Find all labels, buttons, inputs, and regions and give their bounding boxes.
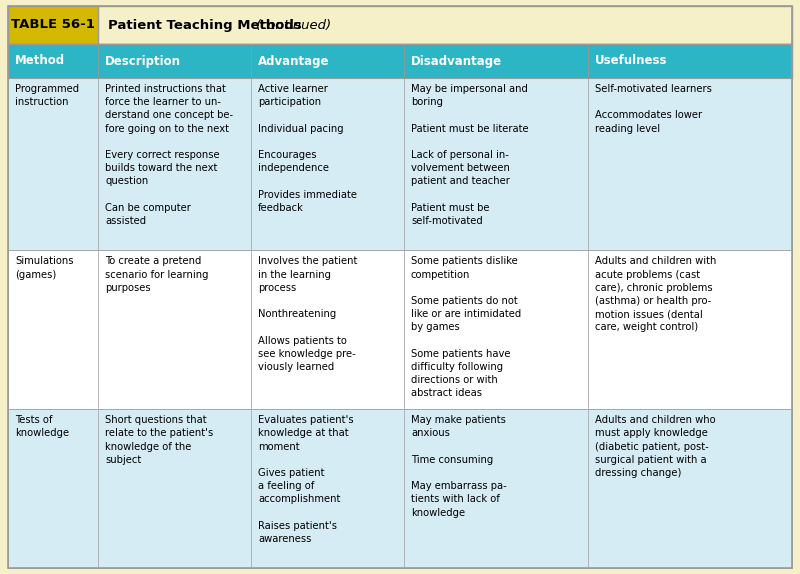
Text: TABLE 56-1: TABLE 56-1 <box>11 18 95 32</box>
Text: May be impersonal and
boring

Patient must be literate

Lack of personal in-
vol: May be impersonal and boring Patient mus… <box>411 84 529 226</box>
FancyBboxPatch shape <box>8 409 792 568</box>
Text: Description: Description <box>105 55 181 68</box>
FancyBboxPatch shape <box>8 78 792 250</box>
FancyBboxPatch shape <box>8 6 792 44</box>
Text: Printed instructions that
force the learner to un-
derstand one concept be-
fore: Printed instructions that force the lear… <box>105 84 234 226</box>
Text: Involves the patient
in the learning
process

Nonthreatening

Allows patients to: Involves the patient in the learning pro… <box>258 257 358 372</box>
Text: Adults and children with
acute problems (cast
care), chronic problems
(asthma) o: Adults and children with acute problems … <box>595 257 717 332</box>
Text: To create a pretend
scenario for learning
purposes: To create a pretend scenario for learnin… <box>105 257 209 293</box>
Text: Method: Method <box>15 55 65 68</box>
Text: Active learner
participation

Individual pacing

Encourages
independence

Provid: Active learner participation Individual … <box>258 84 357 213</box>
FancyBboxPatch shape <box>8 6 98 44</box>
Text: Tests of
knowledge: Tests of knowledge <box>15 415 69 439</box>
Text: May make patients
anxious

Time consuming

May embarrass pa-
tients with lack of: May make patients anxious Time consuming… <box>411 415 506 518</box>
FancyBboxPatch shape <box>8 44 792 78</box>
Text: Programmed
instruction: Programmed instruction <box>15 84 79 107</box>
Text: Disadvantage: Disadvantage <box>411 55 502 68</box>
Text: Evaluates patient's
knowledge at that
moment

Gives patient
a feeling of
accompl: Evaluates patient's knowledge at that mo… <box>258 415 354 544</box>
Text: Advantage: Advantage <box>258 55 330 68</box>
Text: Simulations
(games): Simulations (games) <box>15 257 74 280</box>
Text: Adults and children who
must apply knowledge
(diabetic patient, post-
surgical p: Adults and children who must apply knowl… <box>595 415 716 478</box>
Text: (continued): (continued) <box>256 18 332 32</box>
Text: Short questions that
relate to the patient's
knowledge of the
subject: Short questions that relate to the patie… <box>105 415 214 465</box>
Text: Usefulness: Usefulness <box>595 55 668 68</box>
Text: Self-motivated learners

Accommodates lower
reading level: Self-motivated learners Accommodates low… <box>595 84 712 134</box>
Text: Some patients dislike
competition

Some patients do not
like or are intimidated
: Some patients dislike competition Some p… <box>411 257 521 398</box>
FancyBboxPatch shape <box>8 250 792 409</box>
Text: Patient Teaching Methods: Patient Teaching Methods <box>108 18 311 32</box>
